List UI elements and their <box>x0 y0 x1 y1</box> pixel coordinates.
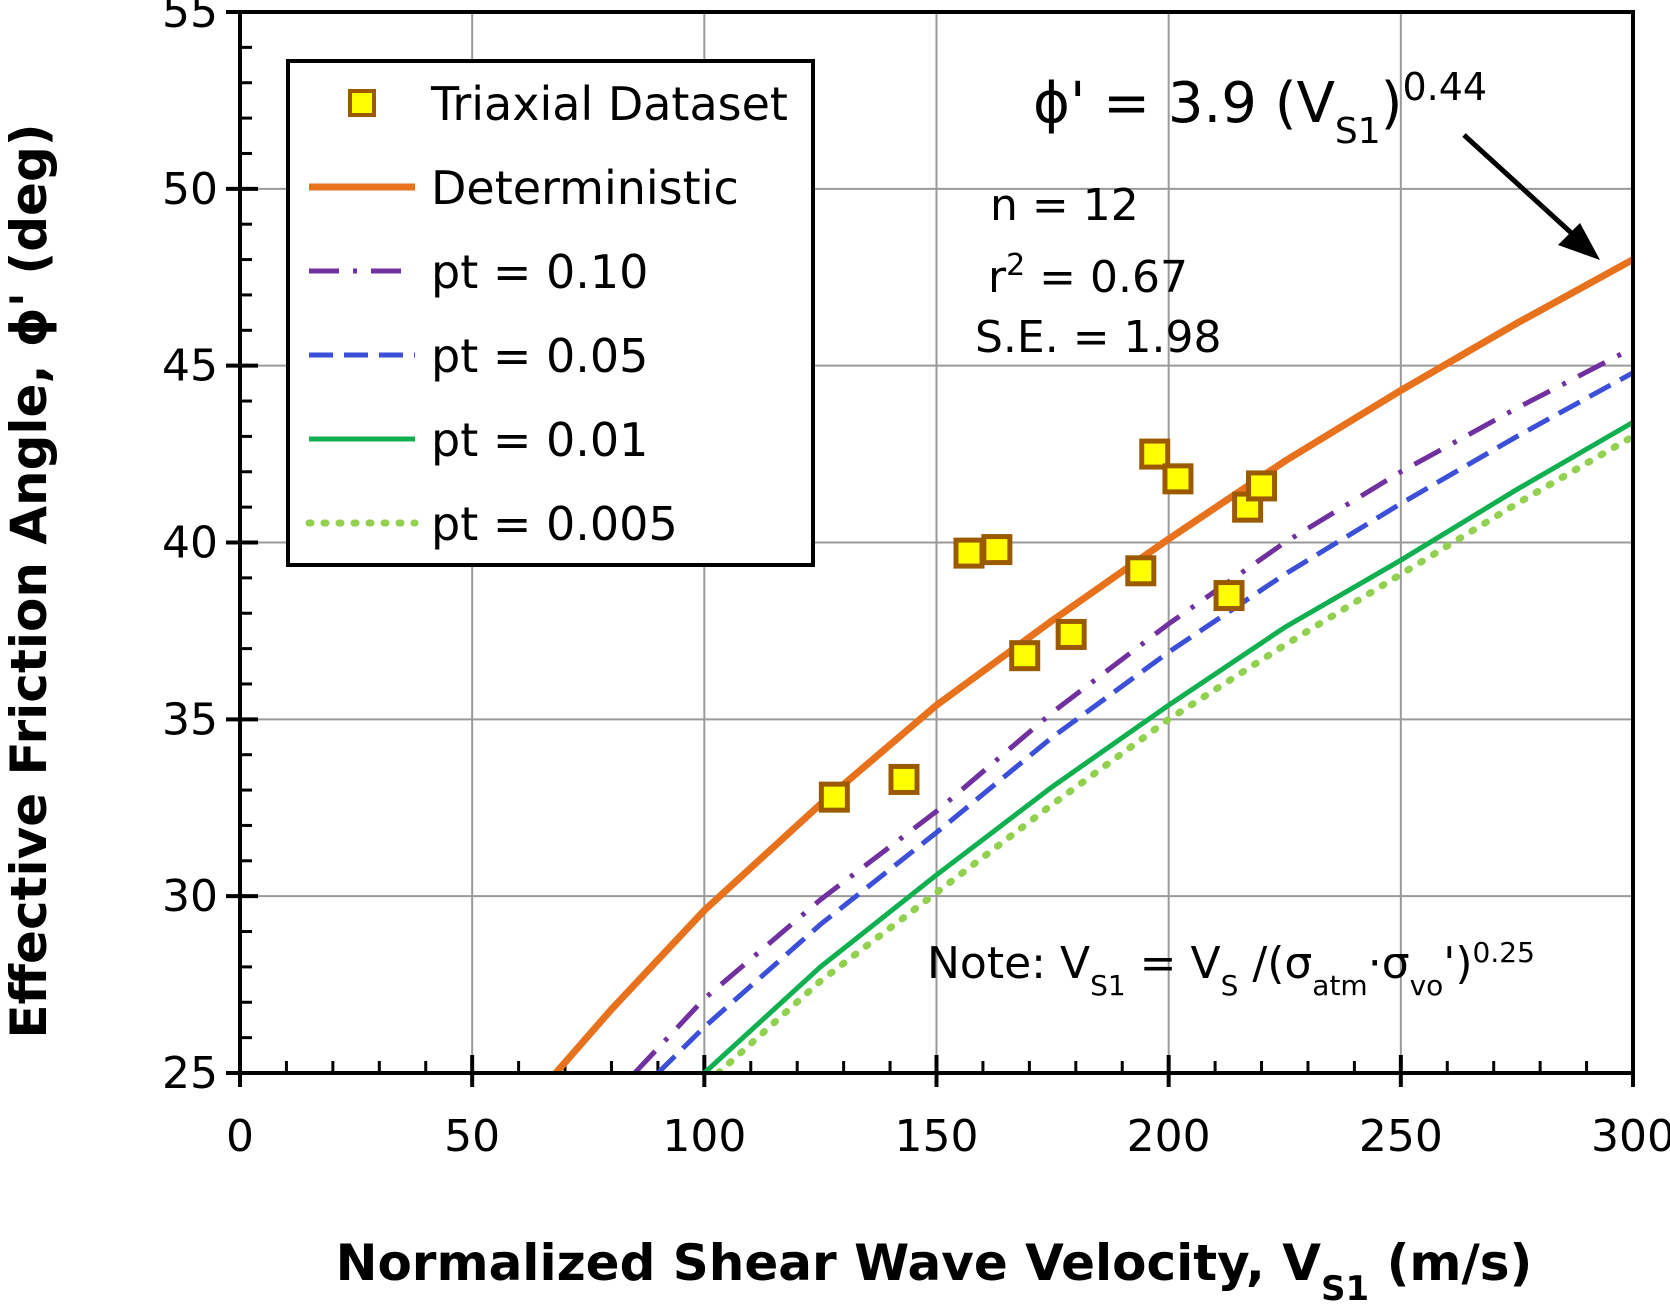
legend-label: pt = 0.01 <box>431 413 648 467</box>
y-tick-label: 55 <box>162 0 218 38</box>
y-tick-label: 30 <box>162 871 218 922</box>
legend-label: pt = 0.005 <box>431 497 678 551</box>
plot-frame <box>238 10 1635 1075</box>
y-axis-label: Effective Friction Angle, ϕ' (deg) <box>0 123 58 1038</box>
data-point <box>1125 555 1157 587</box>
data-point <box>1246 470 1278 502</box>
data-point <box>1213 580 1245 612</box>
x-tick-label: 0 <box>226 1111 254 1162</box>
y-tick-label: 50 <box>162 164 218 215</box>
legend-marker <box>348 89 376 117</box>
equation-part: ϕ' = 3.9 (V <box>1033 71 1335 136</box>
data-point <box>1162 463 1194 495</box>
data-point <box>981 534 1013 566</box>
data-point <box>953 537 985 569</box>
x-tick-label: 100 <box>662 1111 746 1162</box>
legend-label: Triaxial Dataset <box>430 77 788 131</box>
curve <box>553 256 1633 1073</box>
data-point <box>1055 618 1087 650</box>
x-tick-label: 150 <box>895 1111 979 1162</box>
y-tick-label: 45 <box>162 341 218 392</box>
y-tick-label: 35 <box>162 694 218 745</box>
note-part: S <box>1221 969 1239 1002</box>
arrow-head <box>1558 223 1600 260</box>
r2-part: = 0.67 <box>1025 252 1188 303</box>
note-part: = V <box>1126 938 1221 989</box>
note-part: ·σ <box>1368 938 1410 989</box>
data-point <box>888 763 920 795</box>
curve <box>702 420 1633 1073</box>
curve <box>714 432 1633 1073</box>
legend: Triaxial Dataset Deterministic pt = 0.10 pt… <box>286 59 815 567</box>
legend-box <box>286 59 815 567</box>
equation-part: ) <box>1381 71 1403 136</box>
data-point <box>1139 438 1171 470</box>
data-point <box>1009 640 1041 672</box>
r2-annotation: r2 = 0.67 <box>988 248 1188 304</box>
curves <box>553 256 1633 1073</box>
note-part: Note: V <box>927 938 1090 989</box>
note-part: atm <box>1312 969 1367 1002</box>
equation-part: 0.44 <box>1403 65 1488 109</box>
points <box>818 438 1278 813</box>
x-label-part: (m/s) <box>1369 1234 1532 1292</box>
equation: ϕ' = 3.9 (VS1)0.44 <box>1033 65 1487 152</box>
data-point <box>818 781 850 813</box>
n-annotation: n = 12 <box>990 180 1139 231</box>
note-part: S1 <box>1090 969 1126 1002</box>
y-tick-label: 40 <box>162 518 218 569</box>
legend-label: pt = 0.05 <box>431 329 648 383</box>
note-part: 0.25 <box>1473 936 1535 969</box>
ticks: 25 30 35 40 45 50 55 0 50 100 150 200 250 300 <box>162 0 1670 1162</box>
note-part: ') <box>1443 938 1472 989</box>
note: Note: VS1 = VS /(σatm·σvo')0.25 <box>927 936 1535 1002</box>
legend-label: pt = 0.10 <box>431 245 648 299</box>
x-label-part: S1 <box>1321 1269 1369 1305</box>
arrow-line <box>1462 133 1592 252</box>
x-label-part: Normalized Shear Wave Velocity, V <box>336 1234 1322 1292</box>
x-tick-label: 250 <box>1359 1111 1443 1162</box>
y-tick-label: 25 <box>162 1048 218 1099</box>
x-tick-label: 300 <box>1591 1111 1670 1162</box>
curve <box>656 370 1633 1073</box>
note-part: /(σ <box>1238 938 1312 989</box>
legend-label: Deterministic <box>431 161 739 215</box>
equation-part: S1 <box>1335 111 1381 152</box>
x-tick-label: 200 <box>1127 1111 1211 1162</box>
se-annotation: S.E. = 1.98 <box>975 312 1222 363</box>
x-tick-label: 50 <box>444 1111 500 1162</box>
r2-part: r <box>988 252 1007 303</box>
note-part: vo <box>1410 969 1444 1002</box>
x-axis-label: Normalized Shear Wave Velocity, VS1 (m/s… <box>336 1234 1533 1305</box>
curve <box>632 345 1633 1073</box>
r2-part: 2 <box>1006 248 1025 283</box>
